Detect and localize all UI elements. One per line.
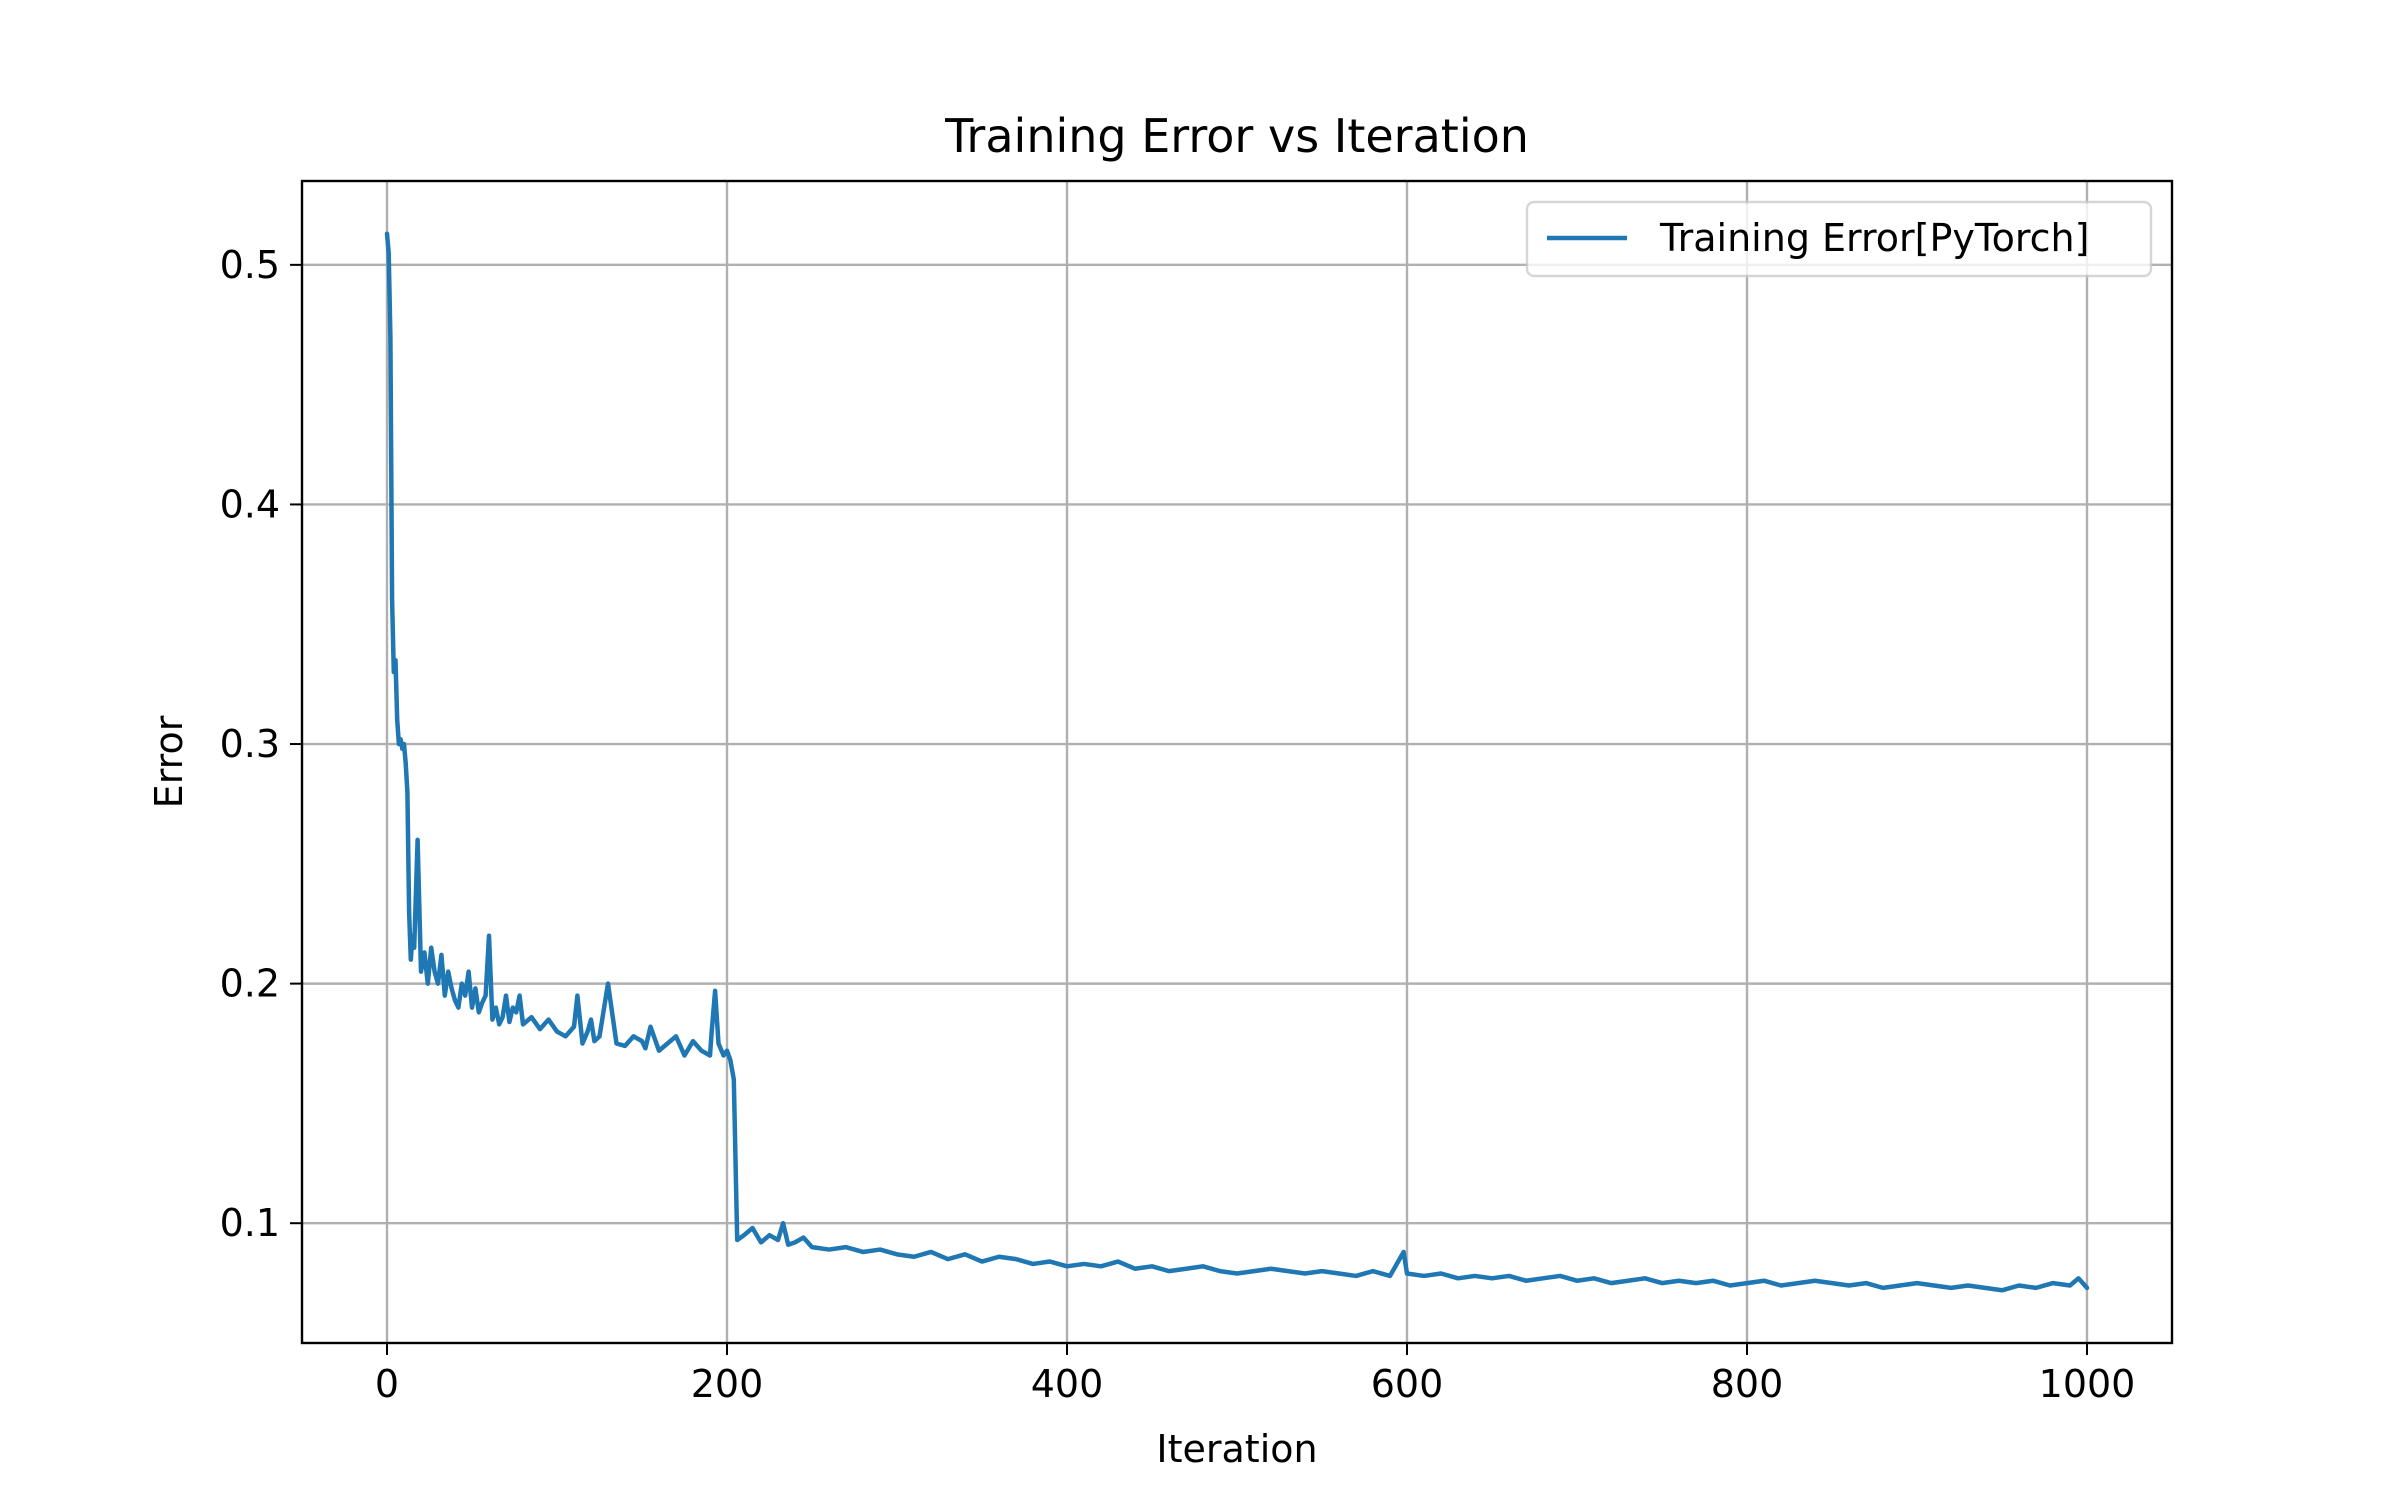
legend: Training Error[PyTorch] [1525, 200, 2153, 278]
x-tick-label: 0 [375, 1362, 399, 1406]
x-axis-label: Iteration [1156, 1427, 1317, 1471]
x-tick-label: 200 [691, 1362, 764, 1406]
y-tick-label: 0.1 [220, 1201, 280, 1245]
x-tick-label: 400 [1031, 1362, 1104, 1406]
x-tick-label: 800 [1711, 1362, 1784, 1406]
series-line-training-error [384, 231, 2090, 1293]
chart-title: Training Error vs Iteration [944, 109, 1529, 163]
series-layer [384, 231, 2090, 1293]
y-tick-label: 0.5 [220, 243, 280, 287]
x-tick-label: 600 [1371, 1362, 1444, 1406]
ticks: 0 200 400 600 800 1000 0.1 0.2 0.3 0.4 0.5 [220, 243, 2136, 1406]
x-tick-label: 1000 [2039, 1362, 2136, 1406]
y-axis-label: Error [147, 715, 191, 808]
y-tick-label: 0.3 [220, 722, 280, 766]
plot-frame [300, 179, 2174, 1345]
y-tick-label: 0.4 [220, 482, 280, 526]
y-tick-label: 0.2 [220, 962, 280, 1006]
legend-box [1525, 200, 2153, 278]
legend-label: Training Error[PyTorch] [1659, 216, 2089, 260]
